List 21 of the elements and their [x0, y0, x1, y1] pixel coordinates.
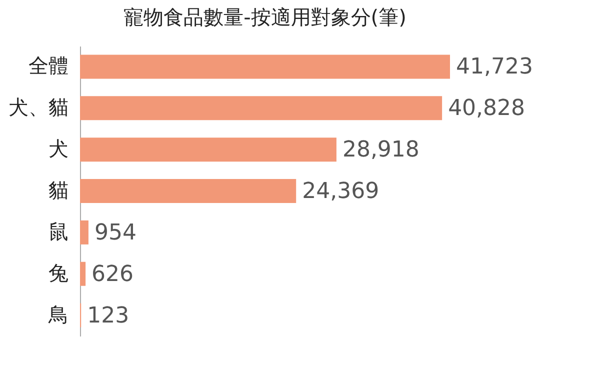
data-label: 626: [92, 262, 134, 287]
bar: [80, 220, 88, 244]
bar: [80, 96, 442, 120]
data-label: 24,369: [302, 179, 380, 204]
y-tick-label: 鼠: [48, 219, 68, 244]
bar: [80, 179, 296, 203]
y-tick-label: 全體: [28, 54, 68, 78]
y-tick-label: 貓: [48, 178, 68, 202]
data-label: 40,828: [448, 96, 526, 122]
chart-title: 寵物食品數量-按適用對象分(筆): [124, 5, 406, 29]
y-tick-label: 犬、貓: [8, 95, 68, 120]
data-label: 41,723: [456, 54, 533, 80]
bar: [80, 262, 86, 286]
y-tick-label: 犬: [48, 136, 68, 161]
y-tick-label: 鳥: [48, 302, 68, 326]
data-label: 954: [94, 220, 136, 246]
bar: [80, 138, 336, 162]
data-label: 28,918: [342, 138, 420, 163]
data-label: 123: [87, 303, 130, 328]
bar: [80, 54, 450, 79]
y-tick-label: 兔: [48, 260, 68, 285]
